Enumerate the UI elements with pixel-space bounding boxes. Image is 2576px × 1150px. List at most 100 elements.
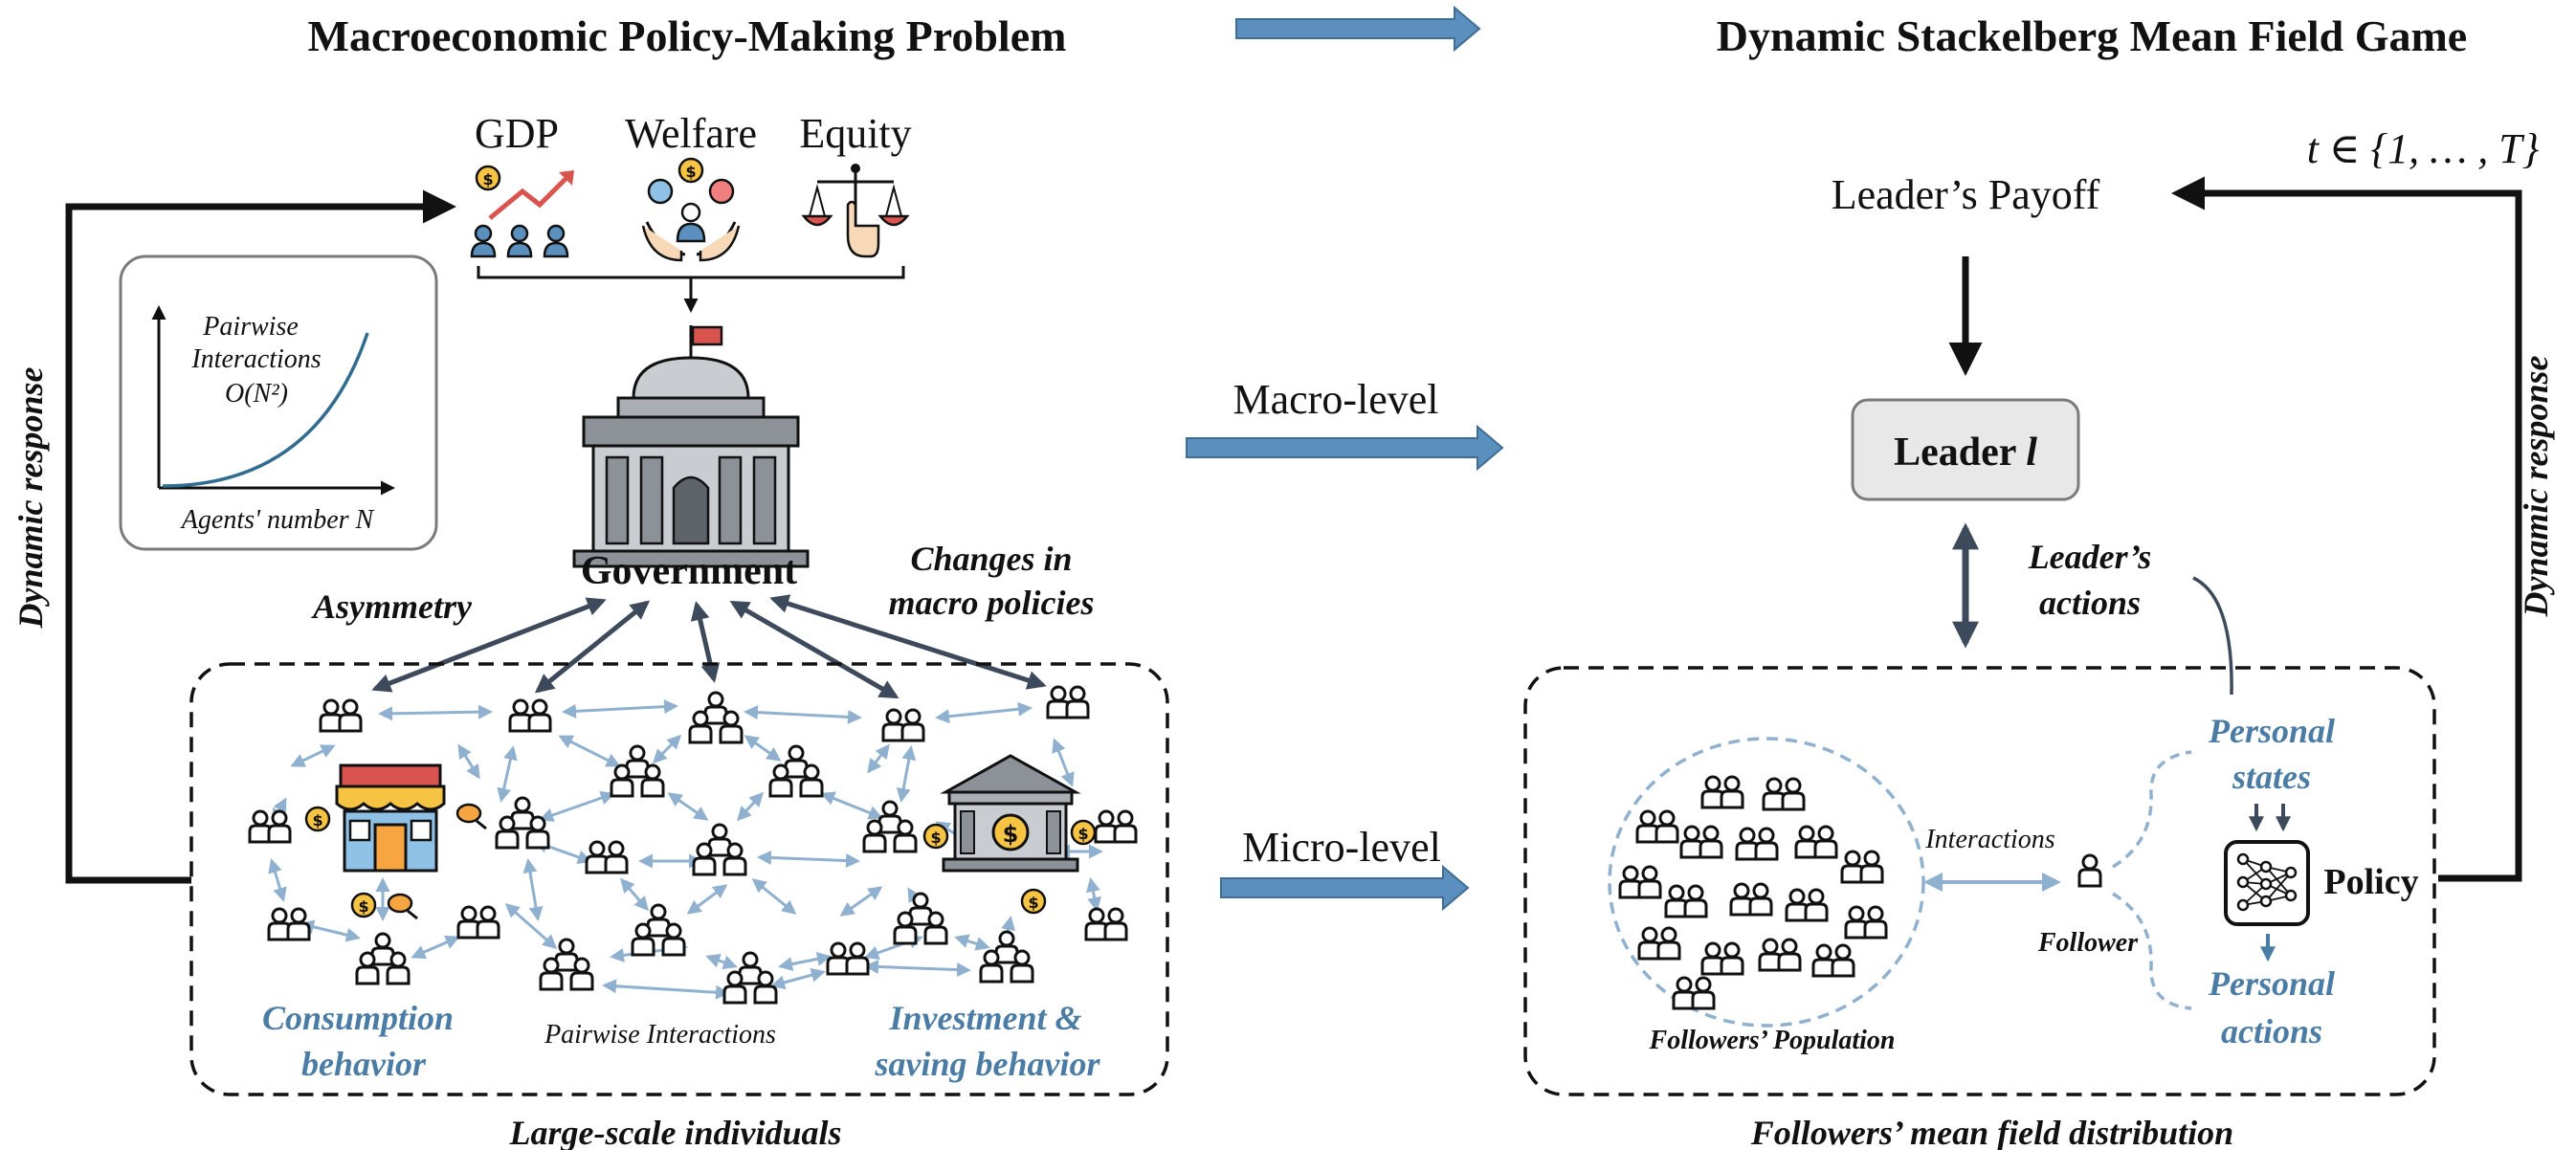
left-feedback-arrow (65, 189, 456, 884)
leaders-actions-connector (2192, 576, 2233, 696)
right-feedback-arrow (2171, 176, 2522, 882)
followers-population (1620, 777, 1886, 1008)
welfare-hands-icon (641, 157, 741, 262)
personal-actions-label-1: Personal (2208, 964, 2335, 1003)
person-group-icon (611, 746, 663, 796)
micro-level-label: Micro-level (1242, 824, 1441, 871)
macro-level-arrow (1186, 424, 1504, 472)
right-title: Dynamic Stackelberg Mean Field Game (1717, 11, 2467, 60)
coin-icon (922, 823, 949, 850)
svg-text:$: $ (1003, 821, 1019, 848)
large-scale-label: Large-scale individuals (509, 1114, 842, 1150)
interactions-label: Interactions (1924, 825, 2054, 854)
person-group-icon (510, 700, 550, 731)
person-group-icon (1787, 890, 1827, 920)
inset-xlabel: Agents' number N (180, 505, 375, 535)
time-set-label: t ∈ {1, … , T} (2307, 125, 2540, 172)
inset-line3: O(N²) (225, 379, 288, 409)
top-transition-arrow (1235, 5, 1481, 53)
person-group-icon (1681, 827, 1721, 857)
person-group-icon (1639, 928, 1679, 959)
leader-symbol: l (2026, 431, 2037, 475)
gdp-label: GDP (475, 110, 559, 157)
right-dynamic-response: Dynamic response (2517, 355, 2555, 617)
person-group-icon (497, 798, 548, 848)
person-group-icon (1702, 777, 1743, 807)
gdp-icon (470, 165, 574, 258)
leader-payoff-label: Leader’s Payoff (1832, 171, 2100, 218)
complexity-inset: Pairwise Interactions O(N²) Agents' numb… (119, 254, 438, 551)
inset-line2: Interactions (190, 344, 321, 374)
person-group-icon (633, 905, 684, 955)
personal-states-label-2: states (2232, 758, 2311, 796)
consumption-label-2: behavior (301, 1045, 427, 1083)
person-group-icon (1764, 779, 1804, 809)
person-group-icon (981, 932, 1033, 982)
asymmetry-label: Asymmetry (311, 587, 473, 626)
mean-field-label: Followers’ mean field distribution (1750, 1114, 2233, 1150)
person-group-icon (1637, 811, 1677, 842)
person-group-icon (1842, 851, 1882, 882)
follower-icon (2077, 853, 2102, 888)
person-group-icon (1846, 907, 1886, 938)
micro-level-arrow (1220, 864, 1470, 912)
investment-label-2: saving behavior (874, 1045, 1100, 1083)
person-group-icon (895, 894, 946, 943)
individuals-box (189, 662, 1169, 1096)
consumption-label-1: Consumption (262, 999, 454, 1037)
person-group-icon (1737, 829, 1777, 859)
person-group-icon (1048, 687, 1088, 718)
policy-label: Policy (2323, 862, 2418, 902)
followers-box (1523, 666, 2436, 1096)
person-group-icon (1666, 886, 1706, 917)
person-group-icon (541, 940, 592, 989)
government-building-icon (572, 325, 810, 568)
chicken-icon (387, 803, 487, 920)
person-group-icon (724, 953, 776, 1003)
leaders-actions-label-2: actions (2039, 584, 2141, 622)
left-title: Macroeconomic Policy-Making Problem (308, 11, 1067, 60)
states-to-policy-arrows (2249, 804, 2291, 832)
leader-label: Leader (1894, 431, 2016, 475)
person-group-icon (587, 842, 627, 873)
person-group-icon (1620, 867, 1660, 897)
person-group-icon (1796, 827, 1836, 857)
changes-label-2: macro policies (889, 584, 1095, 622)
coin-icon (350, 892, 377, 918)
personal-states-label-1: Personal (2208, 712, 2335, 750)
person-group-icon (883, 710, 923, 741)
follower-dashed-links (2112, 750, 2192, 1010)
person-group-icon (1813, 945, 1854, 976)
inset-line1: Pairwise (202, 312, 299, 342)
changes-label-1: Changes in (910, 540, 1072, 578)
bank-icon: $ (940, 754, 1081, 873)
person-group-icon (1731, 884, 1771, 915)
welfare-label: Welfare (625, 110, 757, 157)
person-group-icon (864, 802, 916, 851)
person-group-icon (321, 700, 361, 731)
equity-label: Equity (799, 110, 911, 157)
person-group-icon (828, 943, 868, 974)
person-group-icon (694, 825, 745, 874)
person-group-icon (690, 693, 742, 742)
follower-label: Follower (2037, 928, 2139, 958)
investment-label-1: Investment & (888, 999, 1081, 1037)
neural-network-icon (2224, 840, 2310, 926)
left-dynamic-response: Dynamic response (11, 366, 50, 629)
government-label: Government (581, 549, 797, 593)
leader-box: Leader l (1851, 398, 2080, 501)
shop-icon (335, 763, 446, 873)
goals-bracket (477, 266, 905, 313)
person-group-icon (770, 746, 822, 796)
person-group-icon (1702, 943, 1743, 974)
person-group-icon (458, 907, 499, 938)
pairwise-label: Pairwise Interactions (544, 1020, 776, 1050)
person-group-icon (1096, 811, 1136, 842)
person-group-icon (357, 934, 409, 984)
person-group-icon (1760, 940, 1800, 970)
person-group-icon (1086, 909, 1126, 940)
coin-icon (1020, 888, 1047, 915)
svg-text:Leader l: Leader l (1894, 431, 2037, 475)
government-arrows (371, 594, 1047, 699)
